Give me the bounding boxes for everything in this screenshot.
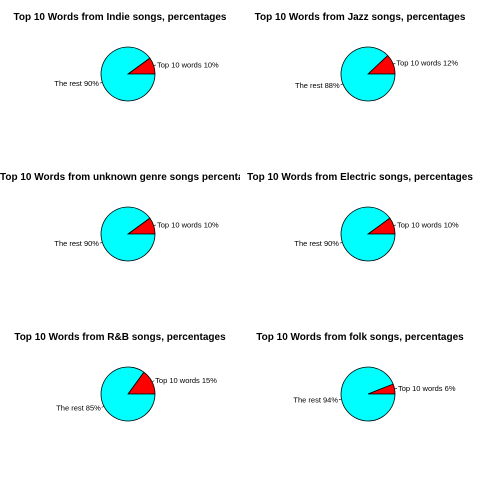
slice-label-top-words: Top 10 words 10% xyxy=(397,220,459,229)
pie-slice-rest xyxy=(340,206,396,262)
pie-chart: Top 10 words 10% The rest 90% xyxy=(54,206,219,262)
chart-title: Top 10 Words from Jazz songs, percentage… xyxy=(254,12,466,23)
chart-title: Top 10 Words from Electric songs, percen… xyxy=(247,172,473,183)
pie-slice-rest xyxy=(340,46,396,102)
label-leader-line xyxy=(339,242,343,244)
slice-label-top-words: Top 10 words 10% xyxy=(157,60,219,69)
label-leader-line xyxy=(340,83,344,86)
chart-panel: Top 10 Words from Jazz songs, percentage… xyxy=(240,0,480,160)
label-leader-line xyxy=(393,224,397,226)
pie-slice-rest xyxy=(340,366,396,422)
chart-panel: Top 10 Words from R&B songs, percentages… xyxy=(0,320,240,480)
chart-panel: Top 10 Words from Indie songs, percentag… xyxy=(0,0,240,160)
pie-slice-rest xyxy=(100,46,156,102)
label-leader-line xyxy=(153,224,157,226)
pie-chart: Top 10 words 10% The rest 90% xyxy=(294,206,459,262)
slice-label-top-words: Top 10 words 12% xyxy=(396,59,458,68)
slice-label-rest: The rest 90% xyxy=(294,239,339,248)
label-leader-line xyxy=(99,242,103,244)
label-leader-line xyxy=(99,82,103,84)
pie-chart: Top 10 words 6% The rest 94% xyxy=(293,366,456,422)
slice-label-rest: The rest 90% xyxy=(54,239,99,248)
pie-chart: Top 10 words 10% The rest 90% xyxy=(54,46,219,102)
slice-label-rest: The rest 85% xyxy=(56,404,101,413)
chart-panel: Top 10 Words from Electric songs, percen… xyxy=(240,160,480,320)
chart-panel: Top 10 Words from folk songs, percentage… xyxy=(240,320,480,480)
chart-title: Top 10 Words from unknown genre songs pe… xyxy=(0,172,240,183)
slice-label-top-words: Top 10 words 10% xyxy=(157,220,219,229)
slice-label-rest: The rest 88% xyxy=(295,81,340,90)
chart-title: Top 10 Words from R&B songs, percentages xyxy=(14,332,226,343)
label-leader-line xyxy=(101,405,105,408)
label-leader-line xyxy=(153,64,157,66)
pie-chart: Top 10 words 15% The rest 85% xyxy=(56,366,217,422)
slice-label-rest: The rest 94% xyxy=(293,396,338,405)
chart-title: Top 10 Words from Indie songs, percentag… xyxy=(13,12,227,23)
pie-slice-rest xyxy=(100,206,156,262)
pie-chart: Top 10 words 12% The rest 88% xyxy=(295,46,458,102)
slice-label-rest: The rest 90% xyxy=(54,79,99,88)
slice-label-top-words: Top 10 words 15% xyxy=(155,376,217,385)
pie-slice-rest xyxy=(100,366,156,422)
label-leader-line xyxy=(151,380,155,383)
chart-panel: Top 10 Words from unknown genre songs pe… xyxy=(0,160,240,320)
chart-title: Top 10 Words from folk songs, percentage… xyxy=(256,332,464,343)
label-leader-line xyxy=(392,62,396,65)
slice-label-top-words: Top 10 words 6% xyxy=(398,384,456,393)
